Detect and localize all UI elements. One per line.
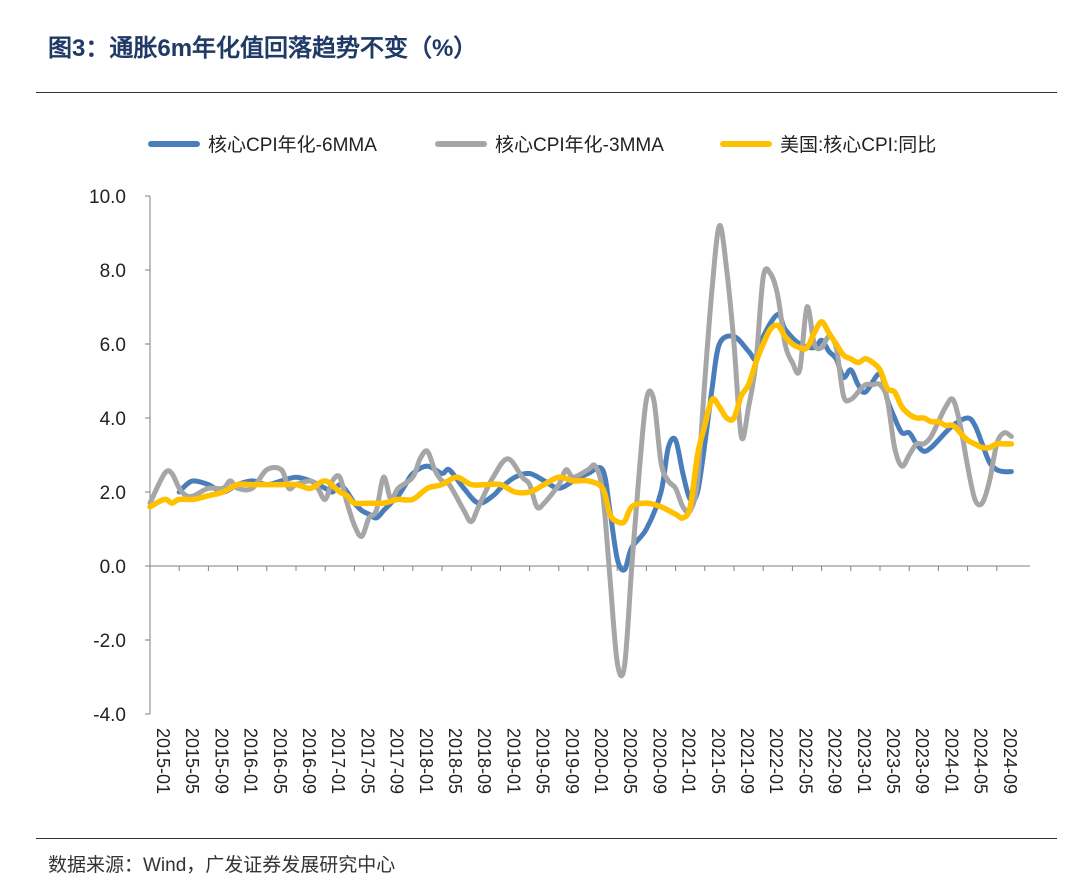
footer-divider	[36, 838, 1057, 839]
y-tick-label: 2.0	[100, 483, 126, 504]
x-tick-label: 2021-01	[679, 728, 699, 794]
x-tick-label: 2021-05	[708, 728, 728, 794]
x-tick-label: 2020-01	[591, 728, 611, 794]
x-tick-label: 2016-09	[299, 728, 319, 794]
legend-item-3mma: 核心CPI年化-3MMA	[435, 130, 664, 157]
x-tick-label: 2019-09	[562, 728, 582, 794]
x-tick-label: 2018-01	[416, 728, 436, 794]
y-tick-label: 6.0	[100, 335, 126, 356]
x-tick-label: 2021-09	[737, 728, 757, 794]
x-tick-label: 2023-01	[854, 728, 874, 794]
x-tick-label: 2015-05	[182, 728, 202, 794]
x-tick-label: 2016-01	[241, 728, 261, 794]
page-title: 图3：通胀6m年化值回落趋势不变（%）	[48, 35, 478, 62]
y-tick-label: -4.0	[93, 705, 126, 726]
y-tick-label: 0.0	[100, 557, 126, 578]
x-tick-label: 2018-05	[445, 728, 465, 794]
x-tick-label: 2016-05	[270, 728, 290, 794]
title-divider	[36, 92, 1057, 93]
legend-label-us-core-cpi: 美国:核心CPI:同比	[780, 135, 937, 156]
legend-swatch-us-core-cpi	[720, 140, 772, 147]
legend-swatch-3mma	[435, 140, 487, 147]
legend-item-us-core-cpi: 美国:核心CPI:同比	[720, 130, 936, 157]
x-tick-label: 2024-05	[971, 728, 991, 794]
x-tick-label: 2023-05	[883, 728, 903, 794]
y-tick-label: -2.0	[93, 631, 126, 652]
y-tick-label: 4.0	[100, 409, 126, 430]
x-tick-label: 2022-01	[766, 728, 786, 794]
x-tick-label: 2019-05	[533, 728, 553, 794]
x-tick-label: 2024-09	[1000, 728, 1020, 794]
x-tick-label: 2020-05	[620, 728, 640, 794]
x-tick-label: 2024-01	[941, 728, 961, 794]
x-tick-label: 2017-01	[328, 728, 348, 794]
y-tick-label: 10.0	[89, 187, 126, 208]
x-tick-label: 2022-09	[825, 728, 845, 794]
legend-swatch-6mma	[148, 140, 200, 147]
x-tick-label: 2020-09	[649, 728, 669, 794]
series-line-3mma	[147, 223, 1014, 679]
legend-item-6mma: 核心CPI年化-6MMA	[148, 130, 377, 157]
legend-label-3mma: 核心CPI年化-3MMA	[495, 135, 664, 156]
x-tick-label: 2023-09	[912, 728, 932, 794]
x-tick-label: 2019-01	[503, 728, 523, 794]
x-tick-label: 2022-05	[795, 728, 815, 794]
x-tick-label: 2017-09	[387, 728, 407, 794]
y-tick-label: 8.0	[100, 261, 126, 282]
legend-label-6mma: 核心CPI年化-6MMA	[208, 135, 377, 156]
series-line-us-core-cpi	[147, 319, 1015, 526]
x-tick-label: 2018-09	[474, 728, 494, 794]
source-note: 数据来源：Wind，广发证券发展研究中心	[48, 855, 396, 876]
series-line-6mma	[176, 311, 1014, 573]
x-tick-label: 2015-09	[211, 728, 231, 794]
x-tick-label: 2015-01	[153, 728, 173, 794]
x-tick-label: 2017-05	[357, 728, 377, 794]
